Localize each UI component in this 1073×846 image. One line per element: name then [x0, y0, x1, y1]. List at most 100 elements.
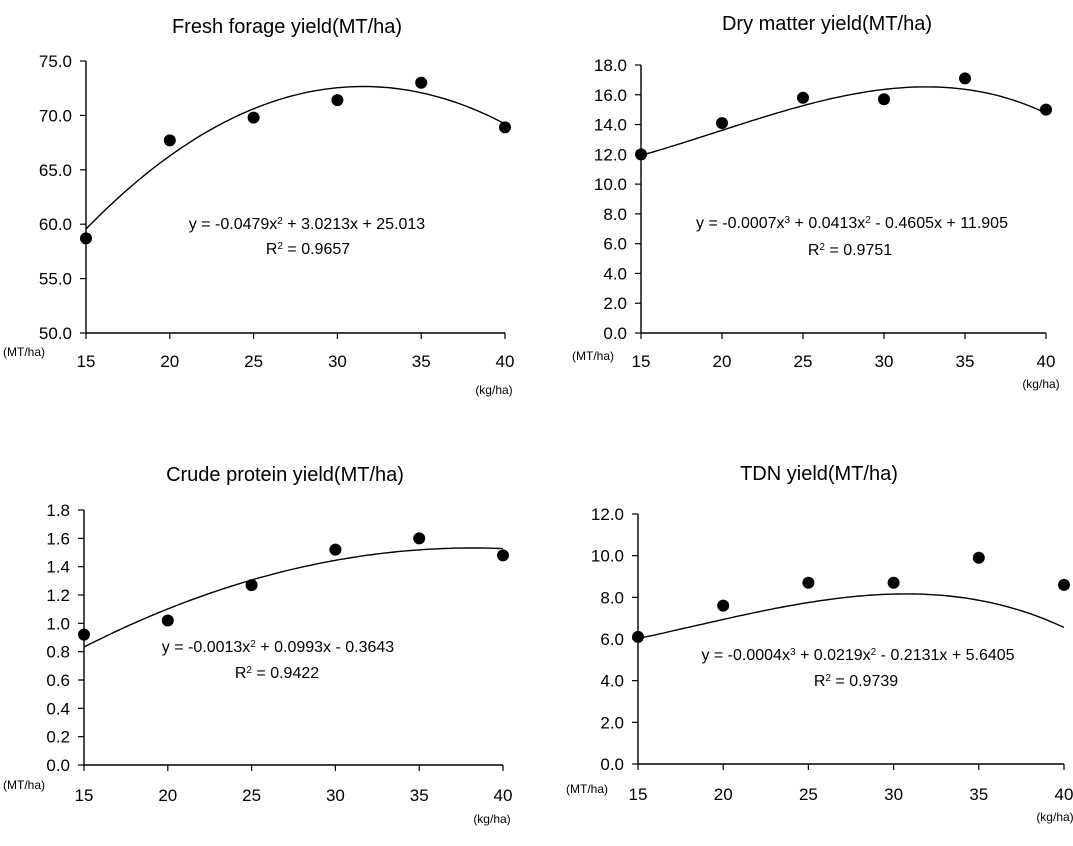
y-tick-label: 4.0: [600, 672, 624, 691]
data-point: [878, 93, 890, 106]
y-unit-label: (MT/ha): [572, 349, 614, 363]
y-tick-label: 65.0: [39, 161, 72, 180]
x-tick-label: 35: [956, 352, 975, 371]
chart-title: Fresh forage yield(MT/ha): [172, 16, 402, 38]
chart-title: Dry matter yield(MT/ha): [722, 13, 932, 35]
x-tick-label: 25: [799, 785, 818, 804]
y-tick-label: 2.0: [600, 713, 624, 732]
y-tick-label: 0.0: [600, 755, 624, 774]
chart-svg: Crude protein yield(MT/ha) 0.0 0.2 0.4 0.6 0.…: [3, 464, 512, 826]
x-unit-label: (kg/ha): [1036, 810, 1073, 824]
trendline: [640, 86, 1047, 157]
y-tick-label: 12.0: [594, 145, 627, 164]
y-tick-label: 18.0: [594, 56, 627, 75]
trendline: [637, 593, 1065, 640]
y-tick-label: 2.0: [603, 294, 627, 313]
data-point: [632, 630, 644, 643]
trendline: [85, 85, 506, 230]
x-tick-label: 35: [412, 352, 431, 371]
x-tick-label: 20: [160, 352, 179, 371]
chart-svg: Dry matter yield(MT/ha) 0.0 2.0 4.0 6.0 8.0 10…: [572, 13, 1060, 391]
x-unit-label: (kg/ha): [475, 383, 512, 397]
data-point: [802, 576, 815, 589]
chart-dry-matter-yield: Dry matter yield(MT/ha) 0.0 2.0 4.0 6.0 8.0 10…: [536, 0, 1073, 423]
data-point: [797, 91, 809, 104]
x-tick-label: 40: [496, 352, 515, 371]
x-tick-label: 20: [158, 786, 177, 805]
y-tick-label: 10.0: [591, 547, 624, 566]
y-tick-label: 6.0: [600, 630, 624, 649]
y-tick-label: 75.0: [39, 52, 72, 71]
x-tick-label: 25: [244, 352, 263, 371]
y-tick-label: 10.0: [594, 175, 627, 194]
y-tick-label: 0.4: [46, 699, 70, 718]
trendline-equation: y = -0.0479x2 + 3.0213x + 25.013: [189, 216, 426, 234]
data-point: [499, 121, 511, 134]
data-point: [161, 614, 174, 627]
y-tick-label: 70.0: [39, 106, 72, 125]
x-tick-label: 15: [75, 786, 94, 805]
trendline-equation: y = -0.0004x3 + 0.0219x2 - 0.2131x + 5.6…: [701, 647, 1014, 665]
x-tick-label: 15: [629, 785, 648, 804]
y-tick-label: 1.2: [46, 586, 70, 605]
y-unit-label: (MT/ha): [3, 345, 45, 359]
y-tick-label: 55.0: [39, 270, 72, 289]
trendline-equation: y = -0.0007x3 + 0.0413x2 - 0.4605x + 11.…: [696, 215, 1008, 233]
x-tick-label: 25: [794, 352, 813, 371]
x-tick-label: 35: [410, 786, 429, 805]
data-point: [329, 543, 342, 556]
y-tick-label: 0.0: [603, 324, 627, 343]
y-tick-label: 60.0: [39, 215, 72, 234]
x-tick-label: 40: [1037, 352, 1056, 371]
y-unit-label: (MT/ha): [3, 778, 45, 792]
x-unit-label: (kg/ha): [1022, 377, 1059, 391]
y-tick-label: 1.8: [46, 501, 70, 520]
data-point: [247, 111, 260, 124]
data-point: [331, 94, 344, 107]
y-tick-label: 12.0: [591, 505, 624, 524]
chart-title: Crude protein yield(MT/ha): [166, 464, 404, 486]
x-tick-label: 30: [326, 786, 345, 805]
data-point: [415, 76, 428, 89]
chart-fresh-forage-yield: Fresh forage yield(MT/ha) 50.0 55.0 60.0 65.…: [0, 0, 536, 423]
x-unit-label: (kg/ha): [473, 812, 510, 826]
y-tick-label: 0.2: [46, 728, 70, 747]
x-tick-label: 40: [1055, 785, 1073, 804]
y-tick-label: 1.6: [46, 529, 70, 548]
data-point: [78, 628, 90, 641]
y-tick-label: 8.0: [600, 588, 624, 607]
y-tick-label: 16.0: [594, 86, 627, 105]
data-point: [717, 599, 730, 612]
y-tick-label: 0.6: [46, 671, 70, 690]
r-squared-label: R2 = 0.9739: [814, 673, 898, 691]
y-tick-label: 1.4: [46, 558, 70, 577]
data-point: [497, 549, 509, 562]
y-tick-label: 50.0: [39, 324, 72, 343]
r-squared-label: R2 = 0.9422: [235, 665, 319, 683]
r-squared-label: R2 = 0.9751: [808, 242, 892, 260]
y-tick-label: 0.0: [46, 756, 70, 775]
data-point: [1058, 578, 1070, 591]
data-point: [413, 532, 426, 545]
y-tick-label: 4.0: [603, 264, 627, 283]
data-point: [1040, 103, 1052, 116]
data-point: [959, 72, 971, 85]
data-point: [163, 134, 176, 147]
chart-tdn-yield: TDN yield(MT/ha) 0.0 2.0 4.0 6.0 8.0 10.0 12.0 1…: [536, 423, 1073, 846]
data-point: [80, 232, 92, 245]
x-tick-label: 30: [328, 352, 347, 371]
x-tick-label: 15: [632, 352, 651, 371]
trendline: [83, 547, 504, 648]
x-tick-label: 20: [713, 352, 732, 371]
data-point: [972, 551, 985, 564]
chart-svg: Fresh forage yield(MT/ha) 50.0 55.0 60.0 65.…: [3, 16, 515, 397]
chart-crude-protein-yield: Crude protein yield(MT/ha) 0.0 0.2 0.4 0.6 0.…: [0, 423, 536, 846]
y-tick-label: 0.8: [46, 643, 70, 662]
y-tick-label: 8.0: [603, 205, 627, 224]
x-tick-label: 25: [242, 786, 261, 805]
x-tick-label: 30: [884, 785, 903, 804]
x-tick-label: 20: [714, 785, 733, 804]
data-point: [245, 579, 258, 592]
y-tick-label: 14.0: [594, 116, 627, 135]
y-tick-label: 1.0: [46, 614, 70, 633]
